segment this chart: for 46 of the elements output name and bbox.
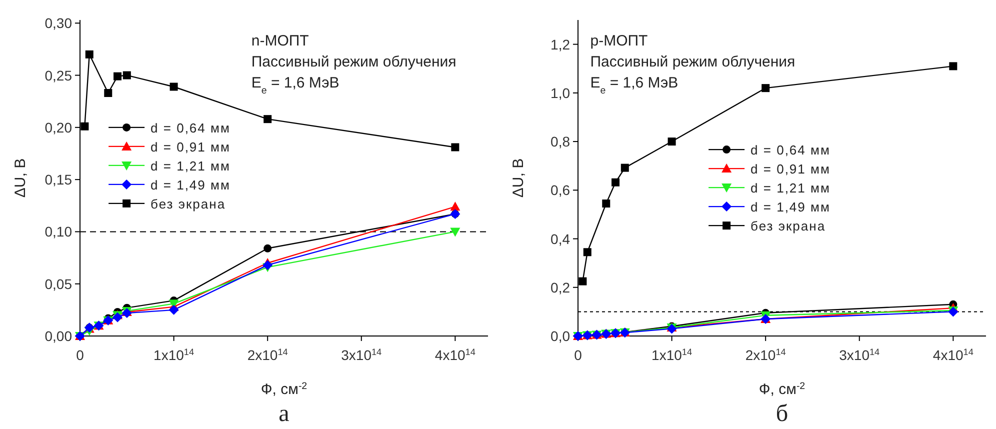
y-tick-label: 0,15 <box>44 172 72 188</box>
y-tick-label: 0,6 <box>550 182 570 198</box>
legend-label: d = 1,49 мм <box>150 177 230 192</box>
legend-label: d = 0,64 мм <box>750 142 830 158</box>
annotation: Пассивный режим облучения <box>590 53 796 70</box>
x-axis-title: Ф, см$^{-2}$ <box>260 380 308 398</box>
legend-label: d = 0,64 мм <box>150 120 230 136</box>
y-tick-label: 0,10 <box>44 224 72 240</box>
annotation: E$_{e}$ = 1,6 МэВ <box>590 74 678 96</box>
annotation: E$_{e}$ = 1,6 МэВ <box>251 74 340 96</box>
x-tick-label: 2x10$^{14}$ <box>247 347 288 363</box>
text: б <box>776 401 788 427</box>
x-tick-label: 1x10$^{14}$ <box>154 347 194 363</box>
x-tick-label: 2x10$^{14}$ <box>745 347 786 363</box>
x-tick-label: 3x10$^{14}$ <box>839 347 880 363</box>
legend-label: d = 0,91 мм <box>150 139 230 154</box>
text: а <box>278 401 290 427</box>
y-axis-title: ΔU, В <box>12 158 29 198</box>
legend-label: без экрана <box>150 196 226 212</box>
legend-label: d = 1,49 мм <box>750 200 830 215</box>
y-tick-label: 0,8 <box>550 134 570 150</box>
y-tick-label: 0,30 <box>44 15 72 32</box>
x-tick-label: 0 <box>574 347 582 363</box>
x-tick-label: 0 <box>76 347 84 363</box>
legend-label: без экрана <box>750 218 826 234</box>
x-tick-label: 3x10$^{14}$ <box>341 347 382 363</box>
y-tick-label: 1,0 <box>550 84 570 101</box>
x-tick-label: 1x10$^{14}$ <box>652 347 692 363</box>
y-axis-title: ΔU, В <box>510 158 527 198</box>
x-axis-title: Ф, см$^{-2}$ <box>758 380 806 398</box>
y-tick-label: 0,2 <box>550 279 570 296</box>
legend-label: d = 0,91 мм <box>750 162 830 177</box>
x-tick-label: 4x10$^{14}$ <box>932 347 974 363</box>
y-tick-label: 0,05 <box>44 276 72 292</box>
annotation: n-МОПТ <box>251 32 309 50</box>
x-tick-label: 4x10$^{14}$ <box>434 347 476 363</box>
legend-label: d = 1,21 мм <box>150 158 230 174</box>
y-tick-label: 0,0 <box>550 328 570 344</box>
y-tick-label: 0,20 <box>44 119 72 136</box>
y-tick-label: 0,25 <box>44 67 72 84</box>
annotation: p-МОПТ <box>590 32 648 50</box>
y-tick-label: 0,00 <box>44 328 72 344</box>
legend-label: d = 1,21 мм <box>750 180 830 196</box>
y-tick-label: 1,2 <box>550 36 570 52</box>
y-tick-label: 0,4 <box>550 230 570 247</box>
annotation: Пассивный режим облучения <box>251 53 456 70</box>
